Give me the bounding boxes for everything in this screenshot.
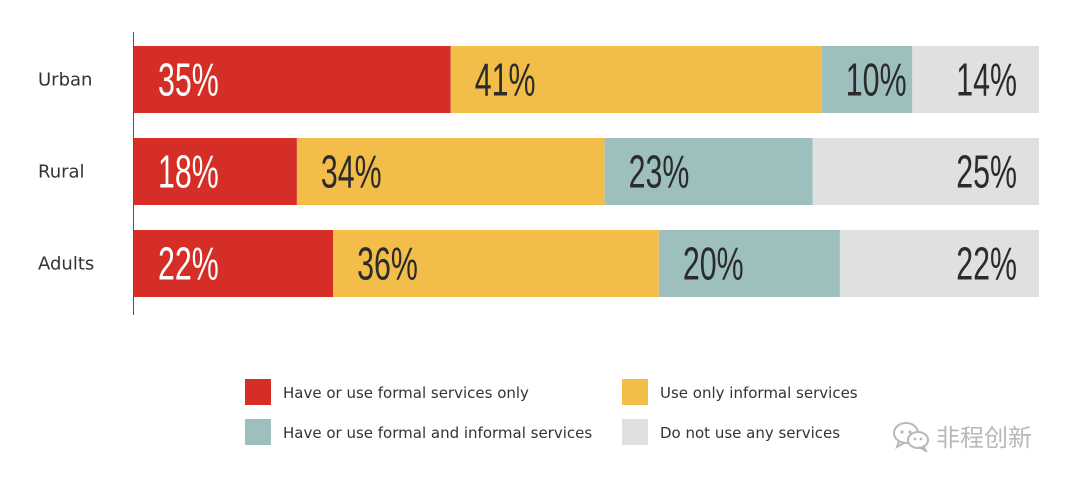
category-label: Rural — [38, 162, 85, 183]
legend-label-informal-only: Use only informal services — [660, 384, 858, 402]
bar-segment — [296, 138, 605, 205]
legend-label-no-services: Do not use any services — [660, 424, 841, 442]
legend-swatch-informal-only — [622, 379, 648, 405]
data-label: 25% — [956, 147, 1017, 198]
bar-segment — [333, 230, 659, 297]
data-label: 22% — [158, 239, 219, 290]
data-label: 14% — [956, 55, 1017, 106]
legend-swatch-formal-only — [245, 379, 271, 405]
data-label: 35% — [158, 55, 219, 106]
data-label: 34% — [321, 147, 382, 198]
bar-segment — [604, 138, 813, 205]
category-label: Adults — [38, 254, 94, 275]
legend-label-formal-only: Have or use formal services only — [283, 384, 529, 402]
legend-swatch-no-services — [622, 419, 648, 445]
wechat-icon — [893, 421, 929, 452]
watermark: 非程创新 — [892, 418, 1032, 453]
data-label: 18% — [158, 147, 219, 198]
data-label: 20% — [683, 239, 744, 290]
bar-segment — [658, 230, 840, 297]
bar-segment — [134, 46, 451, 113]
data-label: 22% — [956, 239, 1017, 290]
bar-segment — [821, 46, 913, 113]
legend-swatch-formal-and-informal — [245, 419, 271, 445]
data-label: 10% — [846, 55, 907, 106]
category-label: Urban — [38, 70, 92, 91]
bar-segment — [839, 230, 1039, 297]
data-label: 36% — [357, 239, 418, 290]
watermark-text: 非程创新 — [936, 424, 1032, 452]
data-label: 23% — [629, 147, 690, 198]
bar-segment — [812, 138, 1039, 205]
bar-segment — [450, 46, 822, 113]
bar-segment — [134, 138, 297, 205]
bar-segment — [134, 230, 334, 297]
data-label: 41% — [475, 55, 536, 106]
bar-segment — [912, 46, 1039, 113]
legend-label-formal-and-informal: Have or use formal and informal services — [283, 424, 593, 442]
